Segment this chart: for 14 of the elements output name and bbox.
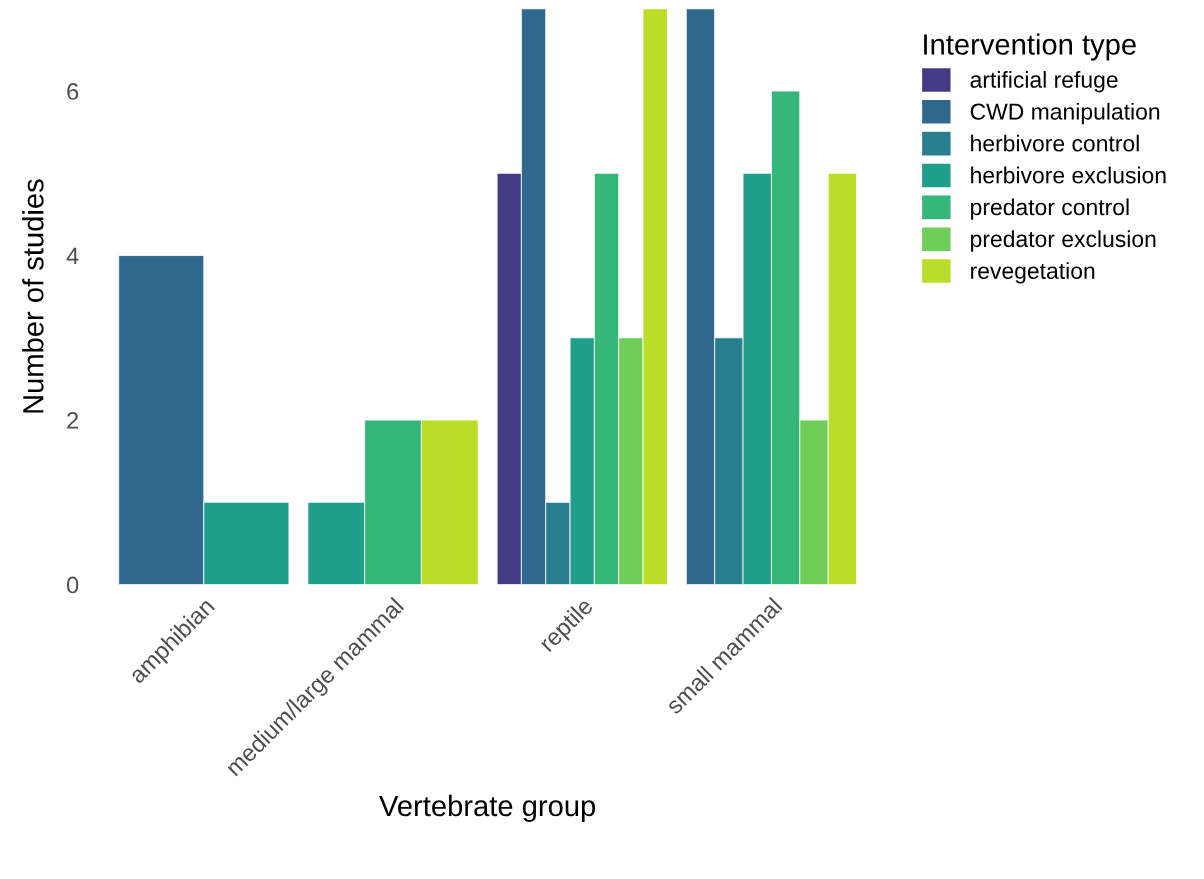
legend-label: predator exclusion [971,230,1156,252]
legend-label: artificial refuge [970,71,1118,93]
y-tick-label: 0 [66,576,79,594]
y-axis-title: Number of studies [22,179,44,413]
legend-label: CWD manipulation [970,102,1160,125]
legend-label: herbivore exclusion [971,166,1166,184]
y-tick-label: 2 [67,412,78,429]
legend-label: predator control [971,198,1129,220]
legend-label: revegetation [971,262,1095,284]
legend-title: Intervention type [924,33,1136,61]
y-tick-label: 4 [66,247,79,265]
y-tick-label: 6 [67,83,79,100]
x-axis-title: Vertebrate group [379,794,596,823]
legend-label: herbivore control [971,134,1139,152]
